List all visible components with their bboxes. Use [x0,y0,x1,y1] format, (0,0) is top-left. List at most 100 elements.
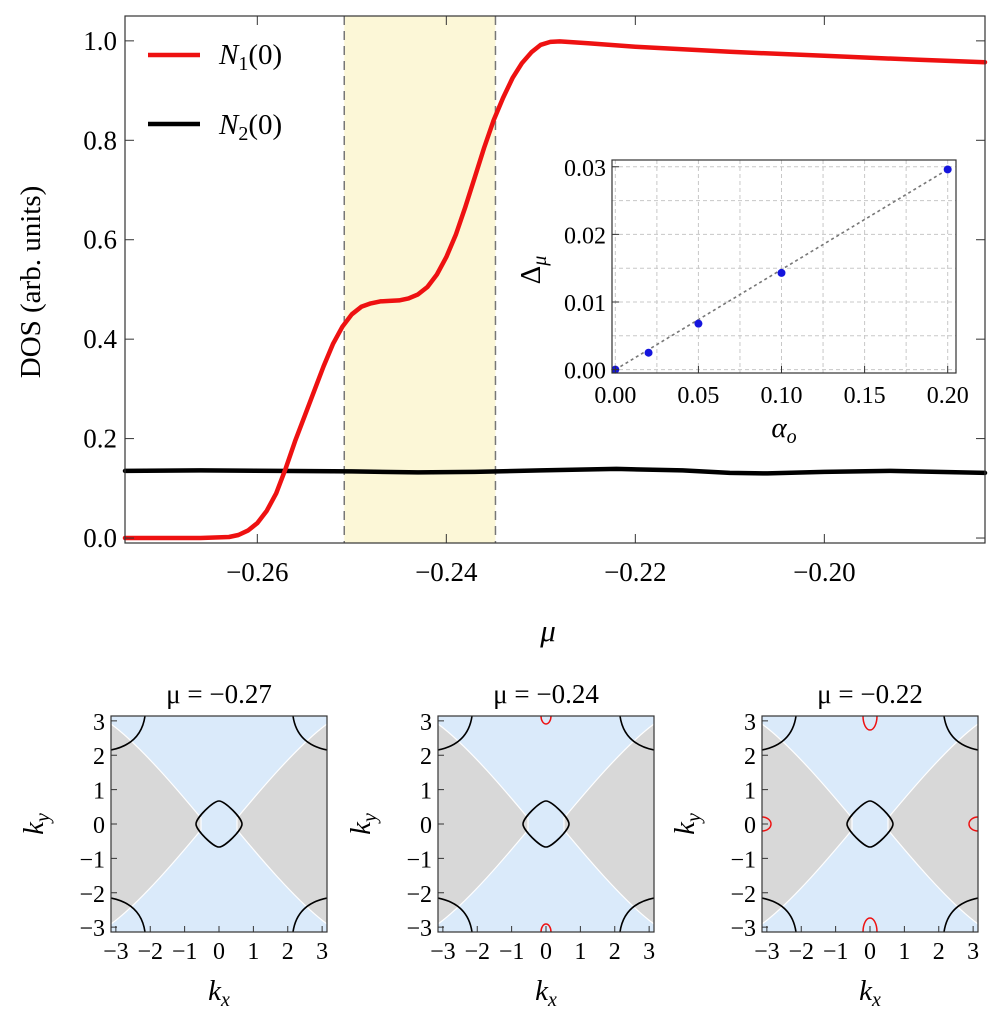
inset-x-tick-label: 0.00 [594,383,636,409]
y-tick-label: −2 [406,882,432,908]
y-tick-label: −2 [730,882,756,908]
inset-frame [611,159,957,374]
inset-grid [612,160,956,373]
panel-title: μ = −0.24 [493,679,599,709]
x-axis-label-sub: x [547,989,557,1011]
x-tick-label: −0.20 [793,557,855,587]
corner-fermi-arc-3 [762,897,797,932]
y-tick-label: 1 [93,779,105,805]
red-pocket-bottom [862,917,878,932]
corner-fermi-arc-4 [943,897,978,932]
corner-fermi-arc-3 [111,897,146,932]
x-tick-label: −1 [823,939,849,965]
legend-label-n2: N2(0) [218,109,282,145]
panel-content [762,716,978,932]
x-axis-label-main: k [208,975,222,1007]
main-x-ticks: −0.26 −0.24 −0.22 −0.20 [226,16,856,587]
x-tick-label: −0.22 [604,557,666,587]
data-point [644,348,653,357]
series-line-2 [122,466,988,476]
x-tick-label: −1 [499,939,525,965]
y-tick-label: 1.0 [83,26,117,56]
x-tick-label: 3 [967,939,979,965]
y-axis-label-sub: y [683,813,705,824]
x-tick-label: −0.24 [415,557,478,587]
y-tick-label: 0.6 [83,225,117,255]
series-line-1 [122,39,988,541]
inset-x-tick-label: 0.20 [927,383,969,409]
corner-fermi-arc-1 [111,716,146,751]
left-wedge-region [438,723,529,925]
y-tick-label: −1 [730,847,756,873]
inset-y-tick-label: 0.00 [564,359,606,385]
x-tick-label: 1 [247,939,259,965]
red-pocket-right [968,816,978,832]
y-tick-label: 0.4 [83,324,117,354]
data-point [777,268,786,277]
y-axis-label: ky [18,813,54,835]
x-tick-label: −3 [430,939,456,965]
y-tick-label: 0 [420,813,432,839]
y-tick-label: 1 [420,779,432,805]
x-tick-label: −0.26 [226,557,288,587]
inset-y-ticks: 0.00 0.01 0.02 0.03 [564,156,619,385]
y-axis-label-sub: y [359,813,381,824]
x-axis-label-main: k [535,975,549,1007]
inset-x-ticks: 0.00 0.05 0.10 0.15 0.20 [594,366,969,409]
y-tick-label: 0.8 [83,125,117,155]
inset-points [611,165,952,374]
x-tick-label: −2 [788,939,814,965]
inset-y-tick-label: 0.03 [564,156,606,182]
corner-fermi-arc-4 [292,897,327,932]
legend-label-n1: N1(0) [218,39,282,75]
red-pocket-left [762,816,772,832]
y-tick-label: 2 [420,744,432,770]
y-tick-label: 0.2 [83,424,117,454]
inset-x-axis-label: αo [771,412,796,448]
main-x-axis-label: μ [539,613,556,648]
x-tick-label: 0 [540,939,552,965]
corner-fermi-arc-2 [619,716,654,751]
y-axis-label-sub: y [32,813,54,824]
x-tick-label: −1 [172,939,198,965]
y-tick-label: 0.0 [83,523,117,553]
x-axis-label-main: k [859,975,873,1007]
y-tick-label: −1 [406,847,432,873]
y-tick-label: 3 [744,710,756,736]
y-axis-label-main: k [345,821,377,835]
main-plot-lines [122,39,988,541]
x-axis-label-sub: x [871,989,881,1011]
corner-fermi-arc-2 [292,716,327,751]
x-tick-label: 0 [213,939,225,965]
x-axis-label: kx [859,975,881,1011]
y-tick-label: 3 [420,710,432,736]
y-tick-label: 1 [744,779,756,805]
corner-fermi-arc-2 [943,716,978,751]
panel-title: μ = −0.22 [817,679,923,709]
y-tick-label: 2 [93,744,105,770]
corner-fermi-arc-4 [619,897,654,932]
left-wedge-region [762,723,853,925]
x-tick-label: 2 [609,939,621,965]
right-wedge-region [563,723,654,925]
x-tick-label: 2 [282,939,294,965]
inset-chart: 0.00 0.05 0.10 0.15 0.20 0.00 0.01 0.02 0.03 Δμ… [515,156,969,448]
central-fermi-pocket [846,800,894,848]
right-wedge-region [887,723,978,925]
x-tick-label: 3 [316,939,328,965]
x-tick-label: −3 [103,939,129,965]
inset-y-axis-label: Δμ [515,256,551,285]
data-point [694,319,703,328]
inset-y-tick-label: 0.01 [564,291,606,317]
y-tick-label: −3 [79,916,105,942]
y-tick-label: 0 [93,813,105,839]
y-tick-label: −2 [79,882,105,908]
red-pocket-top [862,716,878,731]
inset-y-tick-label: 0.02 [564,223,606,249]
x-tick-label: −2 [137,939,163,965]
x-tick-label: 1 [574,939,586,965]
y-tick-label: −3 [730,916,756,942]
y-tick-label: 0 [744,813,756,839]
